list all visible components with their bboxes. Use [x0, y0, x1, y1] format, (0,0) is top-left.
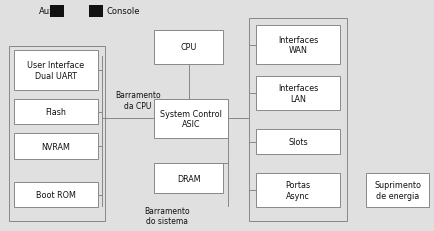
- Text: Console: Console: [107, 6, 140, 15]
- Text: Barramento
do sistema: Barramento do sistema: [145, 206, 190, 225]
- Text: Flash: Flash: [46, 108, 66, 116]
- Bar: [14, 182, 98, 207]
- Bar: [256, 26, 340, 65]
- Text: CPU: CPU: [181, 43, 197, 52]
- Text: System Control
ASIC: System Control ASIC: [160, 109, 222, 129]
- Text: Boot ROM: Boot ROM: [36, 190, 76, 199]
- Bar: [14, 134, 98, 159]
- Bar: [256, 76, 340, 111]
- Bar: [14, 51, 98, 90]
- Text: DRAM: DRAM: [177, 174, 201, 183]
- Bar: [154, 164, 224, 194]
- Bar: [256, 129, 340, 155]
- Bar: [256, 173, 340, 207]
- Text: Suprimento
de energia: Suprimento de energia: [374, 180, 421, 200]
- Text: Interfaces
WAN: Interfaces WAN: [278, 36, 318, 55]
- Bar: [10, 47, 105, 221]
- Bar: [154, 99, 228, 138]
- Text: User Interface
Dual UART: User Interface Dual UART: [27, 61, 85, 80]
- Bar: [14, 99, 98, 125]
- Bar: [250, 19, 347, 221]
- Text: Slots: Slots: [288, 137, 308, 146]
- Text: Interfaces
LAN: Interfaces LAN: [278, 84, 318, 103]
- Bar: [154, 30, 224, 65]
- Text: NVRAM: NVRAM: [41, 142, 70, 151]
- Text: Aux: Aux: [39, 6, 55, 15]
- Bar: [89, 6, 103, 18]
- Bar: [366, 173, 429, 207]
- Bar: [50, 6, 64, 18]
- Text: Barramento
da CPU: Barramento da CPU: [115, 91, 161, 110]
- Text: Portas
Async: Portas Async: [286, 180, 311, 200]
